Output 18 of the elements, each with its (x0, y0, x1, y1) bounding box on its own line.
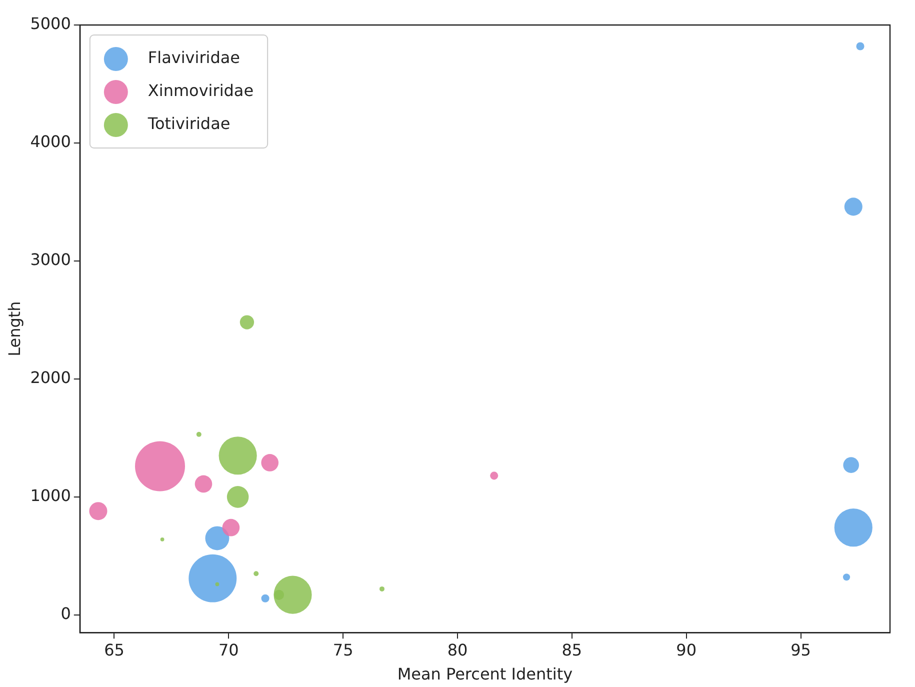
x-tick-label: 85 (562, 640, 582, 660)
y-axis-title: Length (4, 301, 24, 356)
legend-label: Flaviviridae (148, 48, 240, 68)
x-tick-label: 65 (104, 640, 124, 660)
x-axis-title: Mean Percent Identity (397, 664, 573, 684)
y-tick-label: 4000 (30, 132, 71, 152)
y-tick-label: 2000 (30, 368, 71, 388)
x-tick-label: 90 (676, 640, 697, 660)
y-tick-label: 5000 (30, 14, 71, 34)
y-tick-label: 1000 (30, 486, 71, 506)
legend-label: Totiviridae (146, 114, 230, 134)
x-tick-label: 80 (447, 640, 468, 660)
x-tick-label: 75 (332, 640, 354, 660)
y-tick-label: 0 (60, 604, 71, 624)
y-tick-label: 3000 (30, 250, 71, 270)
legend-label: Xinmoviridae (148, 81, 254, 100)
x-tick-label: 95 (790, 640, 811, 660)
x-tick-label: 70 (218, 640, 239, 660)
